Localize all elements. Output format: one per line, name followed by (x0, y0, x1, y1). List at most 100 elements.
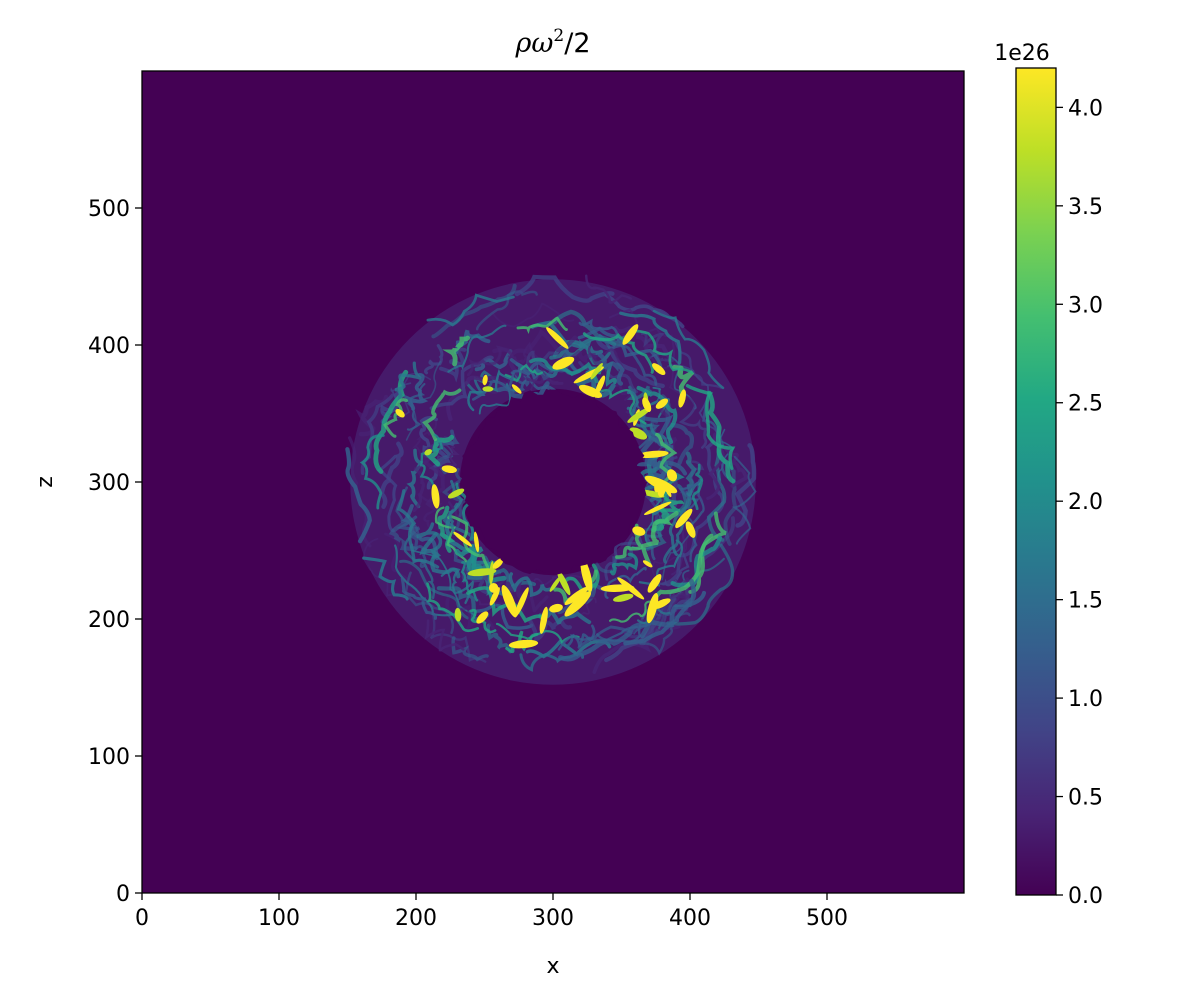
x-tick-label: 500 (806, 906, 848, 931)
faint-filament (669, 579, 693, 614)
peak-blob (476, 611, 489, 624)
y-tick-label: 100 (88, 745, 130, 770)
peak-blob (549, 603, 563, 613)
faint-filament (362, 556, 409, 601)
x-axis: 0 100 200 300 400 500 (135, 893, 848, 931)
colorbar: 0.0 0.5 1.0 1.5 2.0 2.5 3.0 3.5 4.0 1e26 (994, 41, 1103, 909)
bright-filament (630, 329, 694, 374)
peak-blob (546, 327, 569, 349)
colorbar-ticks: 0.0 0.5 1.0 1.5 2.0 2.5 3.0 3.5 4.0 (1056, 96, 1103, 909)
peak-blob (657, 480, 666, 498)
faint-filament (528, 618, 573, 644)
peak-blob (617, 577, 645, 600)
faint-filament (441, 467, 467, 528)
bright-filament (466, 586, 544, 624)
peak-blob (675, 508, 693, 529)
faint-filament (475, 290, 538, 331)
title-main: ρω (515, 28, 554, 59)
peak-blob (642, 560, 653, 568)
peak-blob (557, 570, 571, 596)
peak-blob (482, 386, 494, 392)
faint-filament (549, 339, 604, 360)
peak-blob (501, 585, 518, 618)
bright-filament (447, 324, 507, 373)
peak-blob (467, 568, 497, 577)
peak-blob (508, 639, 539, 649)
colorbar-scale-label: 1e26 (994, 41, 1050, 66)
bright-filament (516, 316, 568, 335)
bright-filament (426, 582, 480, 633)
bright-filament (685, 383, 736, 470)
chart-title: ρω2/2 (515, 26, 591, 59)
faint-filament (569, 349, 608, 367)
peak-blob (578, 384, 603, 398)
peak-blob (564, 591, 592, 617)
faint-filament (379, 441, 404, 510)
y-tick-label: 400 (88, 334, 130, 359)
faint-filament (518, 592, 549, 613)
peak-blob (643, 501, 672, 515)
faint-filament (630, 577, 690, 635)
bright-filament (383, 398, 408, 438)
faint-filament (619, 311, 682, 365)
bright-filament (455, 482, 475, 541)
y-tick-label: 200 (88, 608, 130, 633)
faint-filament (436, 433, 455, 465)
bright-filament (529, 357, 599, 384)
faint-filament (514, 274, 615, 303)
bright-filament (419, 433, 444, 489)
faint-filament (401, 373, 429, 411)
faint-filament (731, 455, 757, 545)
bright-filament (394, 361, 422, 404)
faint-filament (422, 446, 448, 516)
peak-blob (552, 356, 575, 370)
bright-filament (400, 577, 438, 620)
faint-filament (687, 478, 705, 563)
bright-filament (639, 578, 697, 639)
faint-filament (434, 446, 460, 477)
colorbar-tick-label: 1.0 (1068, 687, 1103, 712)
y-axis-label: z (33, 476, 58, 488)
faint-filament (717, 453, 738, 546)
bright-filament (641, 510, 679, 567)
peak-blob (454, 607, 462, 622)
x-tick-label: 100 (258, 906, 300, 931)
peak-blob (642, 397, 652, 413)
faint-filament (431, 283, 517, 339)
bright-filament (577, 326, 663, 369)
faint-filament (406, 448, 424, 509)
bright-filament (691, 463, 704, 511)
bright-filament (668, 481, 701, 557)
y-axis: 0 100 200 300 400 500 (88, 197, 142, 907)
faint-filament (429, 612, 487, 663)
faint-filament (663, 490, 692, 564)
peak-blob (453, 531, 473, 547)
peak-blob (590, 362, 603, 380)
y-tick-label: 0 (116, 882, 130, 907)
faint-filament (640, 332, 674, 362)
peak-blob (580, 558, 593, 592)
peak-blob (489, 587, 500, 606)
bright-filament (636, 385, 678, 445)
colorbar-tick-label: 1.5 (1068, 589, 1103, 614)
bright-filament (471, 369, 529, 401)
peak-blob (678, 389, 687, 408)
faint-filament (613, 325, 672, 361)
faint-filament (646, 386, 670, 419)
peak-blob (655, 398, 669, 409)
faint-filament (478, 383, 521, 415)
faint-filament (538, 608, 592, 625)
bright-filament (609, 552, 639, 576)
colorbar-tick-label: 2.5 (1068, 392, 1103, 417)
heatmap-field (345, 274, 757, 685)
faint-filament (451, 636, 489, 662)
faint-filament (363, 538, 408, 600)
colorbar-tick-label: 4.0 (1068, 96, 1103, 121)
peak-blob (539, 606, 548, 634)
x-tick-label: 0 (135, 906, 149, 931)
bright-filament (505, 630, 539, 654)
peak-blob (638, 450, 669, 459)
bright-filament (419, 532, 461, 579)
bright-filament (448, 479, 464, 536)
